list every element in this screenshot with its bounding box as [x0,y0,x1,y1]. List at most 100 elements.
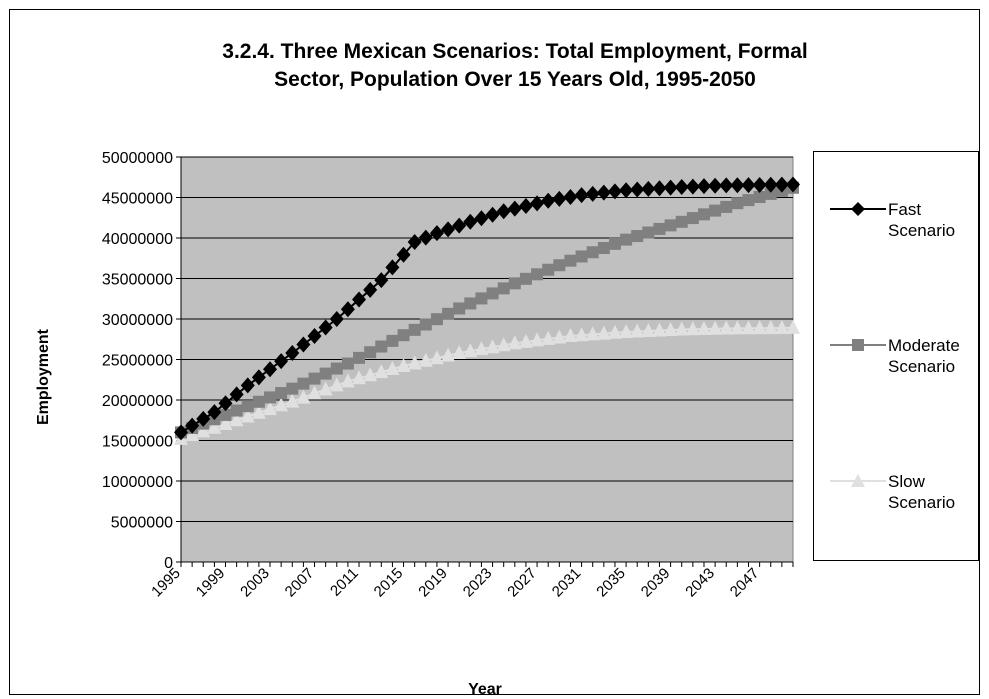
data-point-fast [418,229,433,246]
data-point-slow [541,330,556,345]
data-point-fast [530,195,545,212]
data-point-fast [441,221,456,238]
data-point-moderate [731,197,744,210]
data-point-slow [340,373,355,388]
data-point-moderate [653,222,666,235]
y-tick-label: 10000000 [102,474,173,491]
data-point-fast [485,206,500,223]
data-point-fast [507,200,522,217]
data-point-fast [685,178,700,195]
data-point-slow [418,352,433,367]
data-point-slow [352,370,367,385]
data-point-slow [485,339,500,354]
data-point-slow [585,326,600,341]
data-point-moderate [531,268,544,281]
data-point-fast [218,395,233,412]
data-point-moderate [597,242,610,255]
data-point-moderate [586,246,599,259]
data-point-fast [340,301,355,318]
data-point-slow [218,415,233,430]
data-point-fast [463,213,478,230]
data-point-slow [619,323,634,338]
data-point-slow [786,319,800,334]
data-point-moderate [286,382,299,395]
data-point-slow [318,381,333,396]
data-point-fast [496,203,511,220]
data-point-moderate [464,297,477,310]
data-point-moderate [608,237,621,250]
data-point-slow [607,324,622,339]
data-point-slow [407,355,422,370]
data-point-slow [663,322,678,337]
data-point-slow [429,350,444,365]
data-point-moderate [486,287,499,300]
data-point-fast [296,336,311,353]
data-point-fast [174,424,188,441]
y-tick-label: 0 [164,555,173,572]
data-point-fast [518,198,533,215]
data-point-fast [774,176,789,193]
data-point-fast [552,190,567,207]
data-point-slow [363,367,378,382]
legend-label-moderate: Moderate Scenario [888,336,960,376]
data-point-moderate [475,292,488,305]
data-point-fast [429,225,444,242]
y-tick-label: 30000000 [102,312,173,329]
data-point-fast [696,178,711,195]
x-tick-label: 2023 [460,565,496,601]
data-point-fast [374,272,389,289]
data-point-fast [541,192,556,209]
data-point-slow [463,343,478,358]
data-point-moderate [697,208,710,221]
data-point-slow [552,329,567,344]
data-point-moderate [408,323,421,336]
data-point-slow [741,320,756,335]
chart-title-line-1: 3.2.4. Three Mexican Scenarios: Total Em… [222,40,808,63]
data-point-moderate [275,387,288,400]
data-point-moderate [330,362,343,375]
data-point-fast [274,353,289,370]
data-point-slow [563,328,578,343]
data-point-slow [263,401,278,416]
data-point-fast [719,177,734,194]
data-point-fast [407,234,422,251]
data-point-fast [574,187,589,204]
legend-swatch-moderate [830,339,886,351]
data-point-moderate [319,367,332,380]
data-point-moderate [764,187,777,200]
legend-item-fast: Fast Scenario [830,199,980,249]
data-point-moderate [686,212,699,225]
x-tick-label: 1999 [193,565,229,601]
data-point-slow [385,361,400,376]
data-point-moderate [519,272,532,285]
data-point-fast [185,417,200,434]
data-point-fast [752,176,767,193]
data-point-slow [285,393,300,408]
data-point-slow [708,320,723,335]
x-tick-label: 2003 [237,565,273,601]
data-point-fast [240,377,255,394]
data-point-slow [730,320,745,335]
data-point-slow [774,319,789,334]
data-point-fast [786,176,800,193]
data-point-moderate [631,230,644,243]
x-tick-label: 2043 [682,565,718,601]
data-point-slow [685,321,700,336]
data-point-moderate [564,254,577,267]
y-tick-label: 25000000 [102,353,173,370]
data-point-moderate [442,307,455,320]
data-point-moderate [419,318,432,331]
data-point-fast [307,328,322,345]
data-point-moderate [230,404,243,417]
x-tick-label: 2035 [593,565,629,601]
data-point-slow [240,408,255,423]
data-point-fast [763,176,778,193]
data-point-fast [474,210,489,227]
data-point-moderate [297,377,310,390]
data-point-moderate [308,372,321,385]
y-axis-label: Employment [35,328,52,425]
data-point-fast [229,386,244,403]
data-point-slow [496,337,511,352]
x-tick-label: 2039 [638,565,674,601]
data-point-fast [251,369,266,386]
